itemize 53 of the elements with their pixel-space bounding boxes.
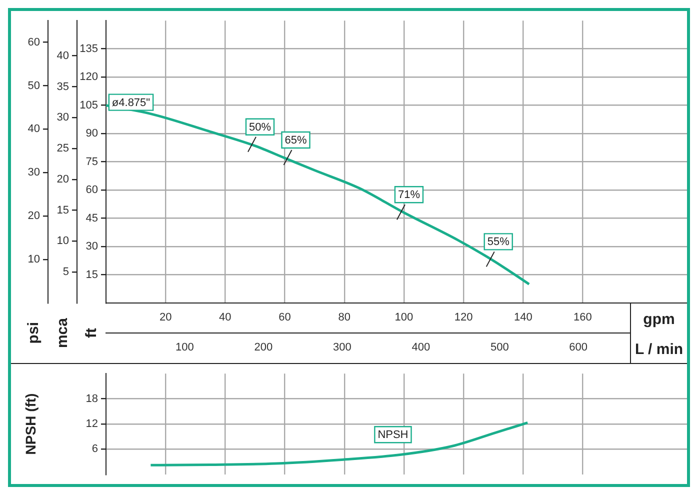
x-tick-label: 160 <box>574 312 592 324</box>
y2-tick-label: 20 <box>28 210 40 222</box>
x2-tick-label: 400 <box>412 342 430 354</box>
annotation: 71% <box>398 189 420 202</box>
y-tick-label: 45 <box>86 212 98 224</box>
y-tick-label: 90 <box>86 128 98 140</box>
y-tick-label: 75 <box>86 156 98 168</box>
x-tick-label: 20 <box>159 312 172 324</box>
y-tick-label: 6 <box>92 443 98 456</box>
y3-tick-label: 40 <box>56 50 69 62</box>
y2-tick-label: 60 <box>28 36 40 48</box>
x-tick-label: 120 <box>454 312 473 324</box>
y3-tick-label: 35 <box>56 80 69 93</box>
y-tick-label: 12 <box>86 418 98 430</box>
line-series <box>149 421 529 466</box>
y3-axis-title: mca <box>54 318 71 348</box>
y3-tick-label: 30 <box>56 112 69 124</box>
y-axis-title: ft <box>83 328 100 338</box>
y-tick-label: 105 <box>80 99 98 112</box>
x-tick-label: 40 <box>219 312 232 324</box>
x-axis-title: gpm <box>631 304 687 334</box>
annotation: 55% <box>487 236 510 248</box>
y-tick-label: 120 <box>80 71 98 84</box>
y-axis-title: NPSH (ft) <box>22 393 38 455</box>
x-tick-label: 140 <box>514 312 532 324</box>
y3-tick-label: 5 <box>62 266 69 278</box>
x2-tick-label: 100 <box>176 342 194 354</box>
y3-tick-label: 25 <box>56 142 69 155</box>
x-tick-label: 60 <box>278 312 291 324</box>
series-label: NPSH <box>378 429 408 442</box>
x2-tick-label: 200 <box>254 342 273 354</box>
x2-tick-label: 600 <box>569 342 588 354</box>
y-tick-label: 15 <box>86 268 98 281</box>
y3-tick-label: 10 <box>56 235 69 248</box>
y-tick-label: 30 <box>86 240 98 253</box>
x2-axis-title: L / min <box>631 334 687 364</box>
y2-tick-label: 50 <box>28 80 40 92</box>
y2-tick-label: 30 <box>28 166 40 179</box>
y-tick-label: 60 <box>86 184 98 196</box>
y-tick-label: 18 <box>86 392 98 405</box>
y2-tick-label: 40 <box>28 123 40 136</box>
x-tick-label: 80 <box>338 312 350 324</box>
series-label: ø4.875" <box>112 96 150 109</box>
x-tick-label: 100 <box>394 312 414 324</box>
x2-tick-label: 300 <box>333 342 352 354</box>
y2-axis-title: psi <box>25 322 42 344</box>
y3-tick-label: 20 <box>56 173 69 186</box>
annotation: 50% <box>248 121 272 134</box>
y3-tick-label: 15 <box>56 204 69 216</box>
y2-tick-label: 10 <box>28 254 40 266</box>
x2-tick-label: 500 <box>490 342 509 354</box>
y-tick-label: 135 <box>80 42 98 55</box>
annotation: 65% <box>284 134 307 147</box>
